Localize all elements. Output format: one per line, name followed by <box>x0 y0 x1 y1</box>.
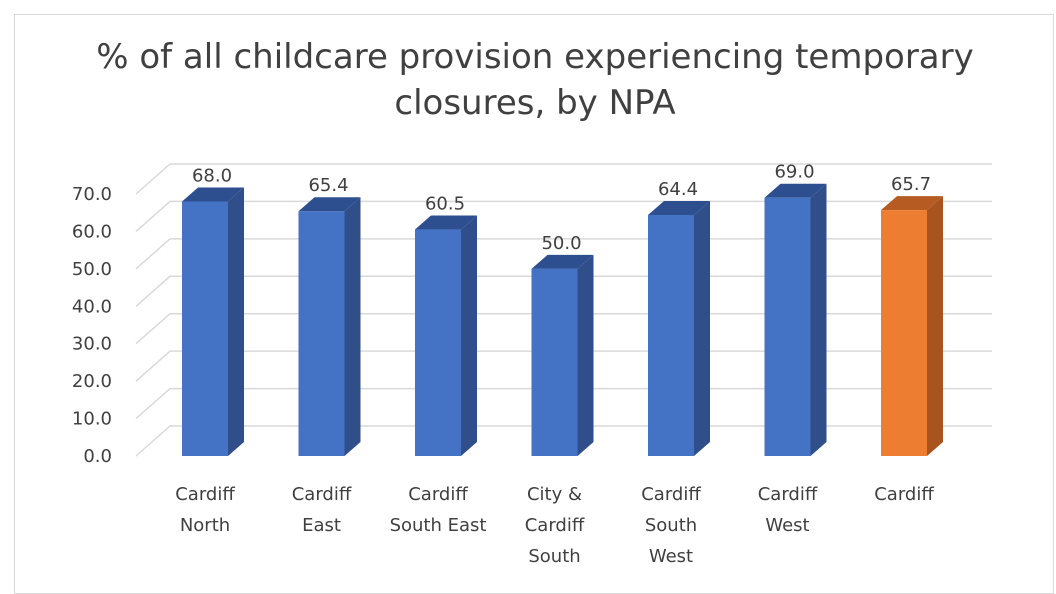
y-tick-label: 20.0 <box>72 371 112 392</box>
bar-front <box>531 268 578 456</box>
y-tick-label: 70.0 <box>72 184 112 205</box>
bar <box>298 197 361 456</box>
bar <box>764 183 827 456</box>
data-labels: 68.0 65.4 60.5 50.0 64.4 69.0 65.7 <box>192 162 931 254</box>
bar-side <box>228 187 244 456</box>
category-label: Cardiff West <box>758 484 818 536</box>
data-label: 65.7 <box>891 174 931 195</box>
bar-side <box>577 254 594 456</box>
data-label: 69.0 <box>774 162 814 183</box>
gridlines <box>135 163 992 457</box>
y-tick-label: 30.0 <box>72 334 112 355</box>
bar-front <box>415 229 461 456</box>
y-tick-label: 0.0 <box>83 446 112 467</box>
data-label: 60.5 <box>425 194 465 215</box>
bar-side <box>927 196 943 456</box>
y-tick-label: 40.0 <box>72 296 112 317</box>
data-label: 50.0 <box>541 233 581 254</box>
data-label: 64.4 <box>658 179 698 200</box>
bars <box>182 183 943 456</box>
category-label: City & Cardiff South <box>525 484 585 567</box>
gridline <box>135 163 992 195</box>
y-axis-tick-labels: 0.0 10.0 20.0 30.0 40.0 50.0 60.0 70.0 <box>72 184 112 467</box>
bar <box>415 215 477 456</box>
bar <box>182 187 244 456</box>
bar <box>648 200 710 456</box>
bar-top <box>531 254 594 269</box>
gridline <box>135 200 992 232</box>
gridline <box>135 312 992 345</box>
bar-side <box>461 215 477 456</box>
bar-front <box>881 210 927 456</box>
category-labels: Cardiff North Cardiff East Cardiff South East… <box>175 484 934 567</box>
bar-top <box>182 187 244 202</box>
chart-title-line-2: closures, by NPA <box>394 83 676 123</box>
data-label: 65.4 <box>308 175 348 196</box>
bar-top <box>648 200 710 215</box>
data-label: 68.0 <box>192 165 232 186</box>
bar-top <box>415 215 477 230</box>
y-tick-label: 50.0 <box>72 259 112 280</box>
category-label: Cardiff South East <box>390 484 487 536</box>
bar-front <box>648 214 694 456</box>
category-label: Cardiff South West <box>641 484 701 567</box>
bar-front <box>298 211 345 456</box>
y-tick-label: 10.0 <box>72 409 112 430</box>
category-label: Cardiff East <box>292 484 352 536</box>
bar-top <box>881 196 943 211</box>
gridline <box>135 238 992 270</box>
gridline <box>135 387 992 420</box>
gridline <box>135 275 992 307</box>
bar-top <box>764 183 827 198</box>
bar-top <box>298 197 361 212</box>
bar-front <box>182 201 228 456</box>
chart-title: % of all childcare provision experiencin… <box>0 34 1056 126</box>
bar-chart: 0.0 10.0 20.0 30.0 40.0 50.0 60.0 70.0 68.0 65.4… <box>72 162 992 567</box>
category-label: Cardiff <box>874 484 934 505</box>
chart-title-line-1: % of all childcare provision experiencin… <box>96 37 974 77</box>
category-label: Cardiff North <box>175 484 235 536</box>
bar <box>531 254 594 456</box>
bar-front <box>764 197 811 456</box>
bar-side <box>344 197 361 456</box>
bar <box>881 196 943 456</box>
bar-side <box>810 183 827 456</box>
gridline <box>135 425 992 457</box>
gridline <box>135 350 992 382</box>
bar-side <box>694 200 710 456</box>
y-tick-label: 60.0 <box>72 221 112 242</box>
